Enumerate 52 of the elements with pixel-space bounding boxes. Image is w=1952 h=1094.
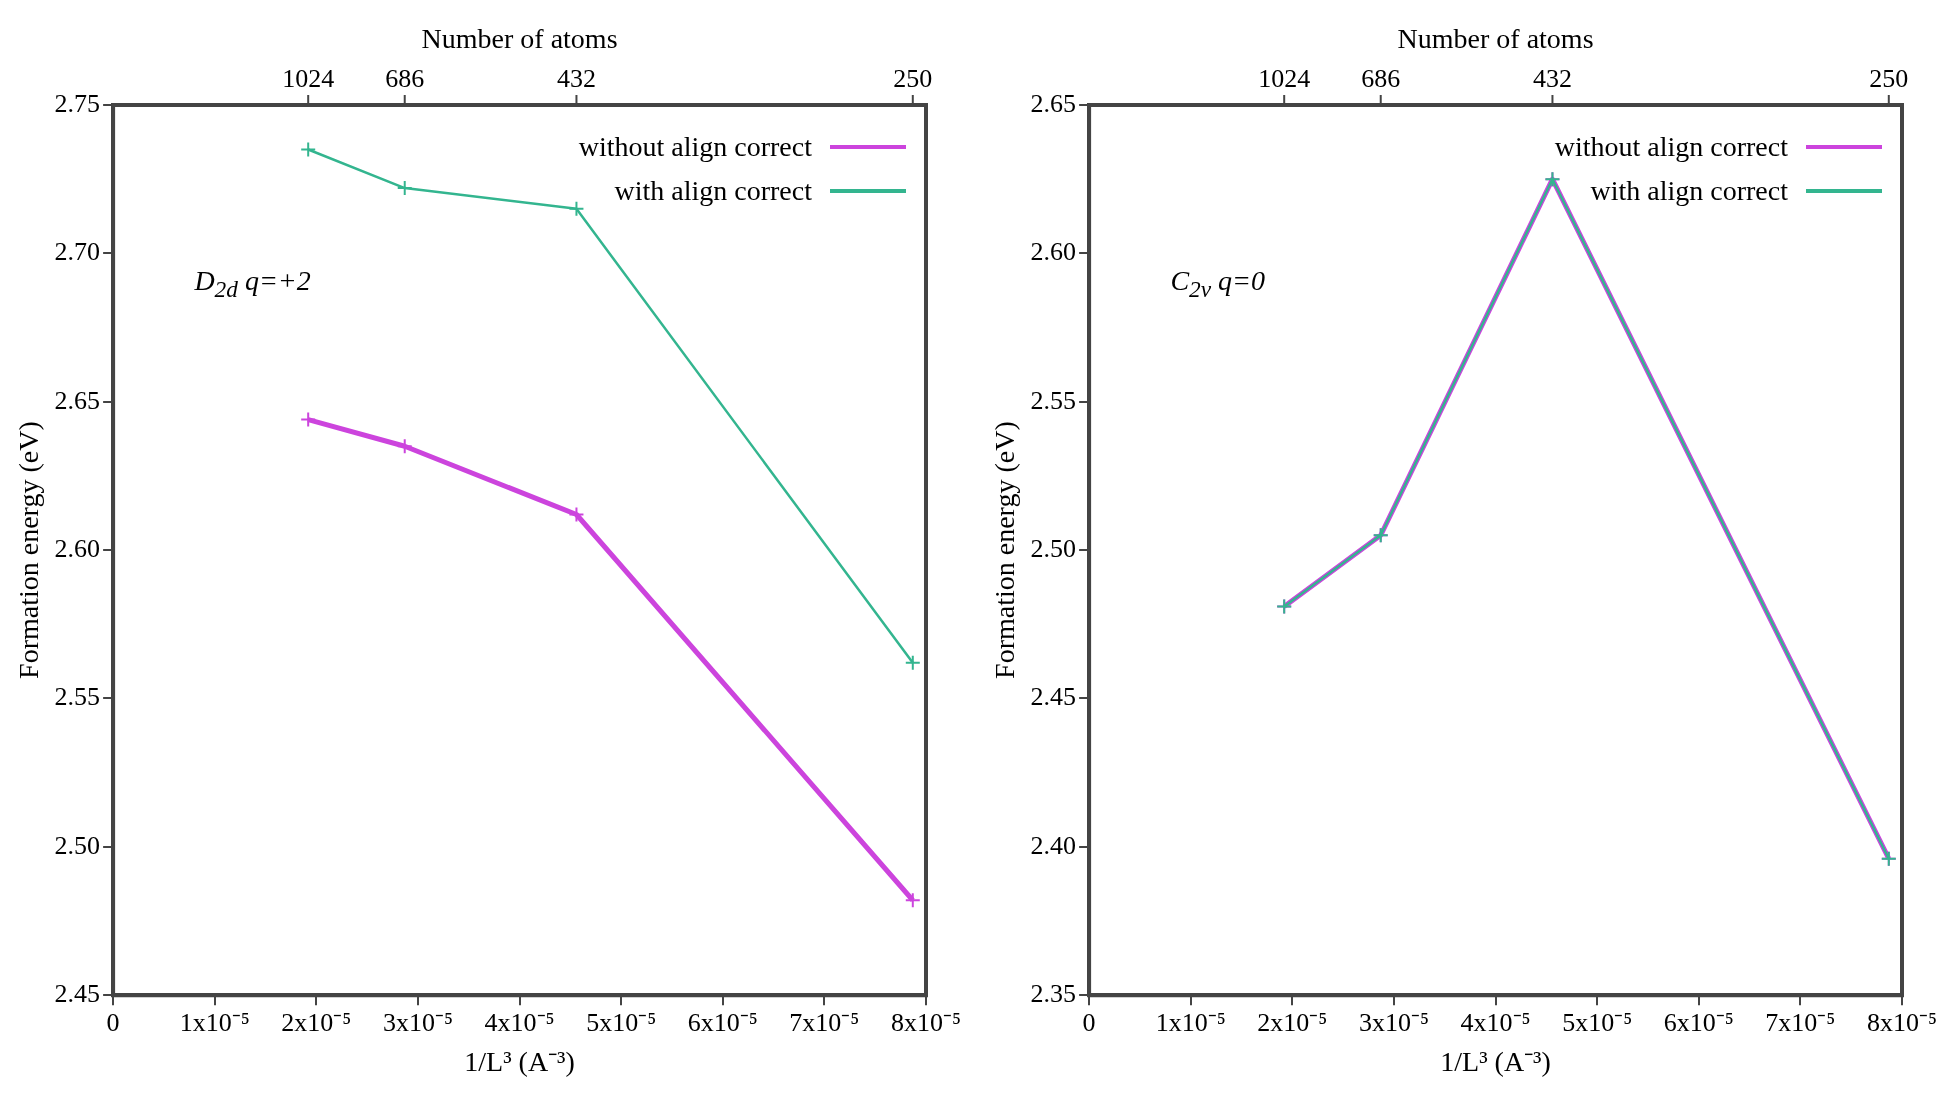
x-tick-label: 6x10⁻⁵ — [687, 1007, 758, 1037]
y-tick-label: 2.75 — [54, 88, 101, 118]
x-axis-title: 1/L³ (A⁻³) — [464, 1045, 575, 1077]
annotation: 250 — [1869, 63, 1909, 93]
y-axis-title: Formation energy (eV) — [989, 421, 1021, 679]
y-tick-label: 2.65 — [1030, 88, 1077, 118]
x-tick-label: 6x10⁻⁵ — [1663, 1007, 1734, 1037]
legend-label: without align correct — [578, 131, 812, 163]
legend-label: with align correct — [1590, 175, 1788, 207]
annotation: C$_{2v}$ q=0 — [1170, 265, 1265, 303]
y-axis-title: Formation energy (eV) — [13, 421, 45, 679]
x-tick-label: 4x10⁻⁵ — [1460, 1007, 1531, 1037]
x-tick-label: 1x10⁻⁵ — [1155, 1007, 1226, 1037]
annotation: 1024 — [1258, 63, 1311, 93]
annotation: 432 — [1532, 63, 1572, 93]
y-tick-label: 2.60 — [54, 533, 101, 563]
x-tick-label: 8x10⁻⁵ — [1866, 1007, 1938, 1037]
x-tick-label: 8x10⁻⁵ — [890, 1007, 962, 1037]
annotation: 250 — [893, 63, 933, 93]
legend-label: with align correct — [614, 175, 812, 207]
x2-axis-title: Number of atoms — [1397, 23, 1594, 55]
x-tick-label: 5x10⁻⁵ — [1562, 1007, 1633, 1037]
y-tick-label: 2.40 — [1030, 830, 1077, 860]
y-tick-label: 2.50 — [1030, 533, 1077, 563]
x-tick-label: 0 — [106, 1007, 120, 1037]
x-tick-label: 2x10⁻⁵ — [1257, 1007, 1328, 1037]
x-tick-label: 2x10⁻⁵ — [281, 1007, 352, 1037]
y-tick-label: 2.50 — [54, 830, 101, 860]
x-tick-label: 3x10⁻⁵ — [1358, 1007, 1429, 1037]
x-tick-label: 0 — [1082, 1007, 1096, 1037]
x-tick-label: 4x10⁻⁵ — [484, 1007, 555, 1037]
annotation: 686 — [385, 63, 425, 93]
annotation: 686 — [1361, 63, 1401, 93]
y-tick-label: 2.35 — [1030, 979, 1077, 1009]
y-tick-label: 2.70 — [54, 237, 101, 267]
y-tick-label: 2.55 — [1030, 385, 1077, 415]
y-tick-label: 2.60 — [1030, 237, 1077, 267]
x2-axis-title: Number of atoms — [421, 23, 618, 55]
legend-label: without align correct — [1554, 131, 1788, 163]
x-tick-label: 1x10⁻⁵ — [179, 1007, 250, 1037]
x-tick-label: 7x10⁻⁵ — [1765, 1007, 1836, 1037]
x-tick-label: 3x10⁻⁵ — [382, 1007, 453, 1037]
y-tick-label: 2.55 — [54, 682, 101, 712]
x-axis-title: 1/L³ (A⁻³) — [1440, 1045, 1551, 1077]
y-tick-label: 2.45 — [1030, 682, 1077, 712]
annotation: 1024 — [282, 63, 335, 93]
x-tick-label: 7x10⁻⁵ — [789, 1007, 860, 1037]
y-tick-label: 2.45 — [54, 979, 101, 1009]
annotation: 432 — [556, 63, 596, 93]
annotation: D$_{2d}$ q=+2 — [194, 265, 311, 303]
y-tick-label: 2.65 — [54, 385, 101, 415]
x-tick-label: 5x10⁻⁵ — [586, 1007, 657, 1037]
